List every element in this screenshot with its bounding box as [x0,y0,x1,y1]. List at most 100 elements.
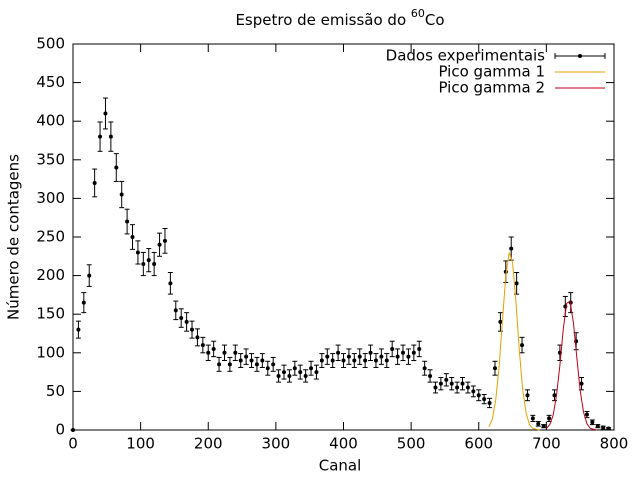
x-tick-label: 0 [68,435,78,453]
data-point [217,362,222,367]
data-point [363,358,368,363]
data-point [390,346,395,351]
data-point [265,366,270,371]
data-point [384,358,389,363]
data-point [108,134,113,139]
title-text: Co [425,11,445,29]
data-point [406,354,411,359]
data-point [455,385,460,390]
data-point [498,319,503,324]
data-point [260,358,265,363]
data-point [303,373,308,378]
data-point [103,111,108,116]
data-point [352,358,357,363]
data-point [206,350,211,355]
data-point [319,358,324,363]
data-point [314,370,319,375]
data-point [309,366,314,371]
data-point [244,354,249,359]
data-point [200,343,205,348]
data-point [547,416,552,421]
data-point [530,416,535,421]
data-point [433,385,438,390]
y-tick-label: 400 [36,112,65,130]
data-point [584,412,589,417]
data-point [525,393,530,398]
data-point [276,373,281,378]
data-point [249,358,254,363]
y-tick-label: 450 [36,73,65,91]
legend-label: Dados experimentais [386,47,546,65]
data-point [590,420,595,425]
data-point [271,362,276,367]
data-point [422,366,427,371]
fit-line [546,300,598,431]
title-superscript: 60 [411,7,425,20]
data-point [227,362,232,367]
data-point [233,350,238,355]
data-point [287,373,292,378]
data-point [298,370,303,375]
data-point [411,350,416,355]
data-point [509,246,514,251]
data-point [92,180,97,185]
data-point [135,250,140,255]
data-point [520,343,525,348]
data-point [168,281,173,286]
data-point [336,350,341,355]
data-point [460,381,465,386]
data-point [152,262,157,267]
data-point [87,273,92,278]
y-tick-label: 150 [36,305,65,323]
legend-label: Pico gamma 1 [438,63,545,81]
data-point [125,219,130,224]
y-tick-label: 350 [36,150,65,168]
data-point [579,381,584,386]
data-point [514,281,519,286]
data-point [195,335,200,340]
x-tick-label: 600 [464,435,493,453]
data-point [541,424,546,429]
data-point [190,327,195,332]
y-tick-label: 200 [36,266,65,284]
y-tick-label: 250 [36,228,65,246]
data-point [211,346,216,351]
data-point [444,377,449,382]
y-tick-label: 0 [55,421,65,439]
x-tick-label: 100 [126,435,155,453]
data-point [601,425,606,430]
data-point [292,366,297,371]
y-tick-label: 300 [36,189,65,207]
data-point [401,350,406,355]
data-point [346,354,351,359]
y-axis-label: Número de contagens [5,154,23,320]
legend-swatch [578,54,582,58]
data-point [395,354,400,359]
data-point [146,258,151,263]
data-point [281,370,286,375]
data-point [173,308,178,313]
data-point [162,238,167,243]
data-point [438,381,443,386]
data-point [71,428,75,432]
data-point [357,354,362,359]
data-point [157,242,162,247]
data-point [595,424,600,429]
fit-line [488,252,540,431]
y-tick-label: 100 [36,343,65,361]
x-axis-label: Canal [319,457,362,475]
data-point [341,358,346,363]
data-point [536,421,541,426]
data-point [254,362,259,367]
data-point [76,327,81,332]
data-point [238,358,243,363]
data-point [417,346,422,351]
data-point [552,393,557,398]
data-point [98,134,103,139]
x-tick-label: 200 [194,435,223,453]
data-point [482,397,487,402]
data-point [373,358,378,363]
x-tick-label: 500 [397,435,426,453]
